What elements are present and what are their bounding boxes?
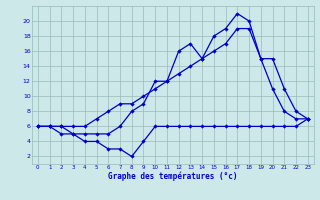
X-axis label: Graphe des températures (°c): Graphe des températures (°c) <box>108 172 237 181</box>
